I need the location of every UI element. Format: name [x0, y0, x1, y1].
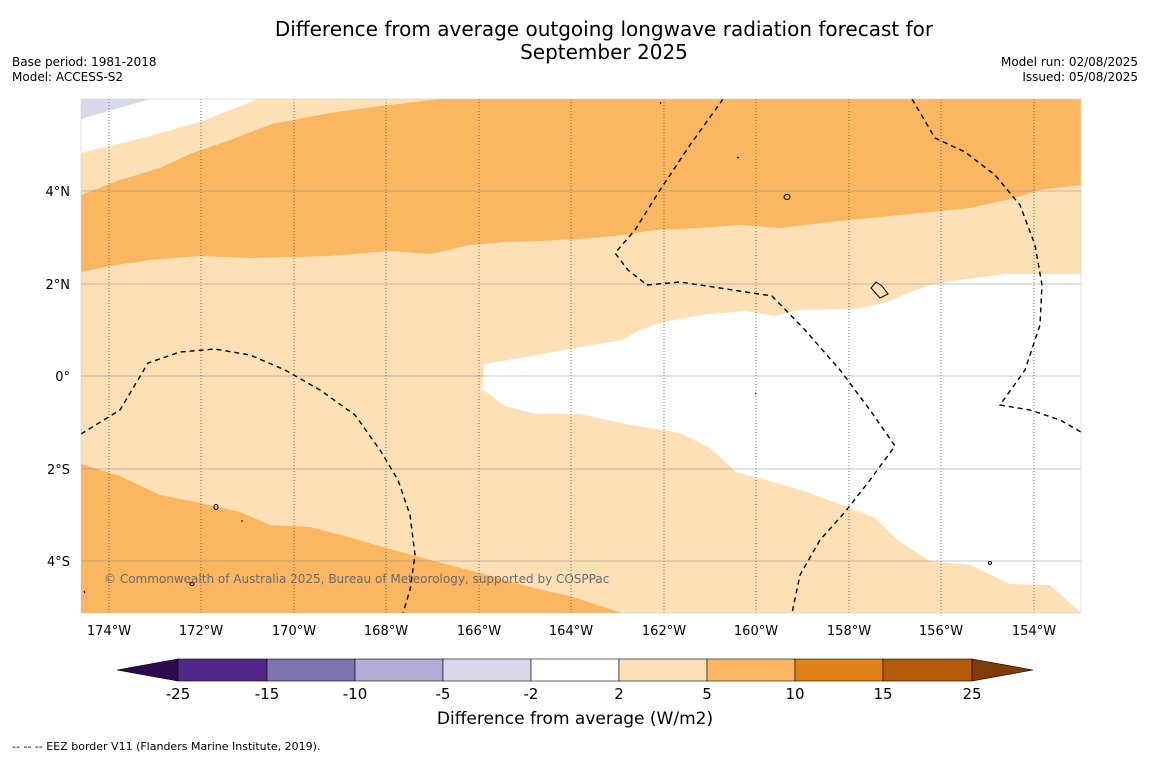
- colorbar-tick-label: 25: [962, 685, 981, 703]
- lat-label: 4°N: [46, 185, 71, 200]
- colorbar: -25 -15 -10 -5 -2 2 5 10 15 25: [116, 658, 1034, 703]
- colorbar-swatch: [530, 658, 620, 682]
- eez-borders: [81, 99, 1081, 613]
- lon-label: 162°W: [642, 624, 686, 639]
- lat-label: 2°N: [46, 278, 71, 293]
- copyright-notice: © Commonwealth of Australia 2025, Bureau…: [104, 572, 610, 586]
- model-run-text: Model run: 02/08/2025: [1000, 55, 1138, 69]
- title-line-1: Difference from average outgoing longwav…: [274, 17, 934, 41]
- colorbar-swatch: [354, 658, 444, 682]
- colorbar-swatch: [794, 658, 884, 682]
- colorbar-swatch: [618, 658, 708, 682]
- map-title: Difference from average outgoing longwav…: [0, 18, 1150, 64]
- latitude-lines: [81, 190, 1081, 562]
- colorbar-tick-label: -2: [524, 685, 539, 703]
- meta-left: Base period: 1981-2018 Model: ACCESS-S2: [12, 55, 157, 85]
- colorbar-swatch: [882, 658, 973, 682]
- model-text: Model: ACCESS-S2: [12, 70, 124, 84]
- lon-label: 174°W: [87, 624, 131, 639]
- base-period-text: Base period: 1981-2018: [12, 55, 157, 69]
- lon-label: 168°W: [364, 624, 408, 639]
- colorbar-tick-label: 2: [614, 685, 624, 703]
- lat-label: 4°S: [47, 555, 70, 570]
- lon-label: 164°W: [549, 624, 593, 639]
- issued-text: Issued: 05/08/2025: [1022, 70, 1138, 84]
- lon-label: 156°W: [919, 624, 963, 639]
- longitude-axis: 174°W 172°W 170°W 168°W 166°W 164°W 162°…: [87, 624, 1056, 639]
- eez-legend-note: -- -- -- EEZ border V11 (Flanders Marine…: [12, 740, 321, 753]
- colorbar-above-max-arrow: [971, 658, 1034, 682]
- colorbar-below-min-arrow: [116, 658, 179, 682]
- field-neutral-centre: [482, 274, 1081, 613]
- map-frame: [80, 98, 1082, 614]
- field-neutral-top: [81, 99, 258, 153]
- field-minus2-to-minus5: [81, 99, 150, 119]
- lat-label: 0°: [55, 370, 70, 385]
- colorbar-tick-label: -25: [166, 685, 191, 703]
- lon-label: 170°W: [272, 624, 316, 639]
- islands: [83, 101, 992, 594]
- field-5-to-10-north: [81, 99, 1081, 272]
- colorbar-tick-label: 15: [873, 685, 892, 703]
- latitude-axis: 4°N 2°N 0° 2°S 4°S: [46, 185, 71, 570]
- colorbar-swatch: [706, 658, 796, 682]
- title-line-2: September 2025: [520, 40, 688, 64]
- colorbar-tick-label: 10: [785, 685, 804, 703]
- colorbar-label: Difference from average (W/m2): [436, 709, 714, 729]
- colorbar-swatch: [177, 658, 268, 682]
- lon-label: 160°W: [734, 624, 778, 639]
- lon-label: 154°W: [1012, 624, 1056, 639]
- lon-label: 158°W: [827, 624, 871, 639]
- colorbar-swatch: [266, 658, 356, 682]
- map-plot-area: [81, 99, 1081, 613]
- colorbar-tick-label: -15: [255, 685, 280, 703]
- colorbar-tick-label: -5: [436, 685, 451, 703]
- colorbar-tick-label: -10: [343, 685, 368, 703]
- meta-right: Model run: 02/08/2025 Issued: 05/08/2025: [1001, 55, 1138, 85]
- lat-label: 2°S: [47, 463, 70, 478]
- colorbar-swatch: [442, 658, 532, 682]
- colorbar-tick-label: 5: [702, 685, 712, 703]
- field-5-to-10-south: [81, 464, 622, 613]
- lon-label: 172°W: [179, 624, 223, 639]
- lon-label: 166°W: [457, 624, 501, 639]
